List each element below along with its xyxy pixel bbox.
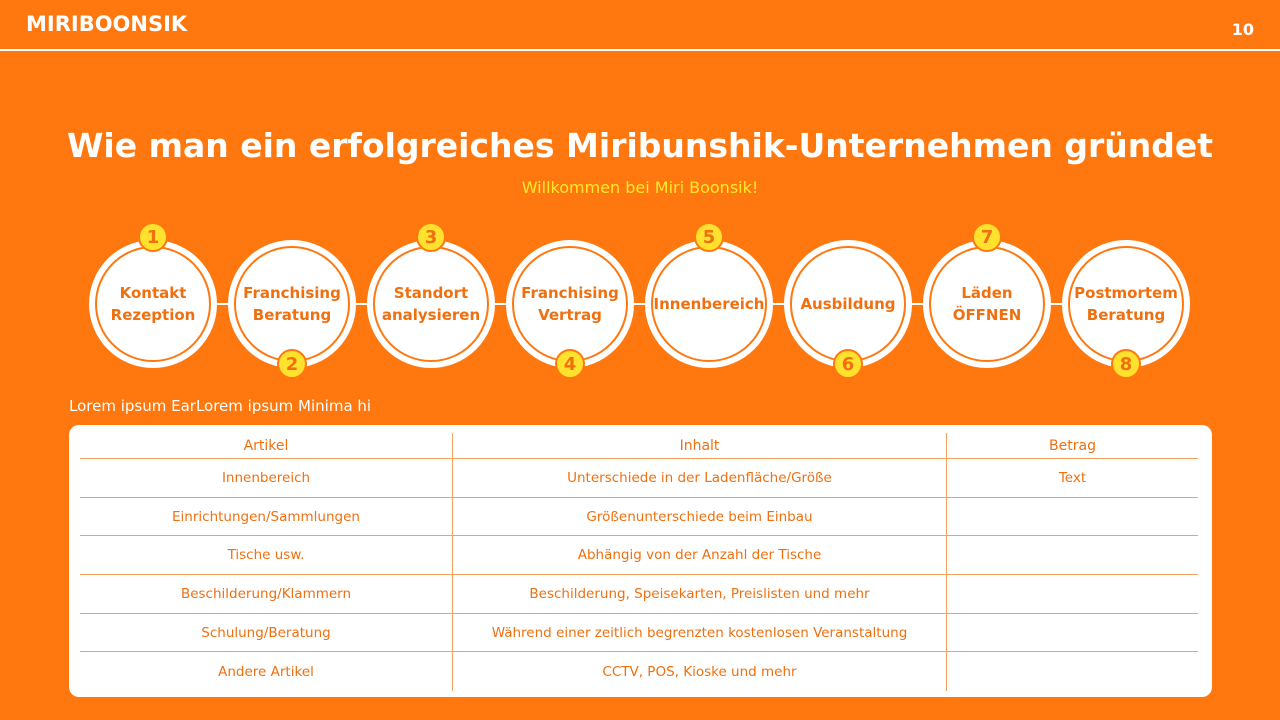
table-cell: Innenbereich [80, 459, 453, 497]
table-cell: Andere Artikel [80, 652, 453, 692]
step-label: Innenbereich [651, 246, 767, 362]
step-number-badge: 1 [138, 222, 168, 252]
table-header-row: Artikel Inhalt Betrag [80, 433, 1198, 459]
step-circle: Innenbereich [645, 240, 773, 368]
step-label: Franchising Beratung [234, 246, 350, 362]
table-cell [947, 498, 1198, 536]
table-cell: Einrichtungen/Sammlungen [80, 497, 453, 536]
table-cell: Beschilderung/Klammern [80, 575, 453, 613]
table-cell: Unterschiede in der Ladenfläche/Größe [453, 459, 947, 497]
step-circle: Franchising Beratung [228, 240, 356, 368]
table-cell [947, 536, 1198, 574]
table-caption: Lorem ipsum EarLorem ipsum Minima hi [69, 397, 372, 415]
header-divider [0, 49, 1280, 51]
table-cell: Beschilderung, Speisekarten, Preislisten… [453, 575, 947, 613]
table-row: Beschilderung/Klammern Beschilderung, Spe… [80, 575, 1198, 614]
header-artikel: Artikel [80, 433, 453, 458]
table-cell [947, 614, 1198, 652]
table-cell: CCTV, POS, Kioske und mehr [453, 652, 947, 692]
step-label: Postmortem Beratung [1068, 246, 1184, 362]
table-row: Innenbereich Unterschiede in der Ladenflä… [80, 459, 1198, 498]
table-cell [947, 652, 1198, 691]
step-label: Läden ÖFFNEN [929, 246, 1045, 362]
table-row: Einrichtungen/Sammlungen Größenunterschie… [80, 497, 1198, 537]
page-number: 10 [1231, 20, 1254, 39]
step-number-badge: 4 [555, 349, 585, 379]
table-cell: Text [1058, 469, 1087, 486]
step-label: Ausbildung [790, 246, 906, 362]
step-number-badge: 3 [416, 222, 446, 252]
table-row: Tische usw. Abhängig von der Anzahl der T… [80, 536, 1198, 576]
cost-table: Artikel Inhalt Betrag Innenbereich Unters… [69, 425, 1212, 697]
step-circle: Ausbildung [784, 240, 912, 368]
header-inhalt: Inhalt [453, 433, 947, 458]
step-label: Standort analysieren [373, 246, 489, 362]
step-number-badge: 5 [694, 222, 724, 252]
step-number-badge: 8 [1111, 349, 1141, 379]
step-circle: Läden ÖFFNEN [923, 240, 1051, 368]
step-number-badge: 6 [833, 349, 863, 379]
step-circle: Postmortem Beratung [1062, 240, 1190, 368]
steps-connector [153, 303, 1126, 305]
table-row: Andere Artikel CCTV, POS, Kioske und mehr [80, 652, 1198, 692]
brand-logo: MIRIBOONSIK [26, 12, 188, 36]
table-cell: Schulung/Beratung [80, 613, 453, 652]
step-number-badge: 2 [277, 349, 307, 379]
table-cell: Abhängig von der Anzahl der Tische [453, 536, 947, 575]
table-cell: Während einer zeitlich begrenzten kosten… [453, 613, 947, 652]
step-number-badge: 7 [972, 222, 1002, 252]
step-label: Kontakt Rezeption [95, 246, 211, 362]
step-label: Franchising Vertrag [512, 246, 628, 362]
step-circle: Kontakt Rezeption [89, 240, 217, 368]
table-cell [947, 575, 1198, 613]
page-title: Wie man ein erfolgreiches Miribunshik-Un… [67, 126, 1213, 165]
table-cell: Größenunterschiede beim Einbau [453, 497, 947, 536]
step-circle: Standort analysieren [367, 240, 495, 368]
table-row: Schulung/Beratung Während einer zeitlich … [80, 613, 1198, 653]
page-subtitle: Willkommen bei Miri Boonsik! [521, 178, 759, 197]
header-betrag: Betrag [1049, 437, 1096, 454]
table-cell: Tische usw. [80, 536, 453, 575]
